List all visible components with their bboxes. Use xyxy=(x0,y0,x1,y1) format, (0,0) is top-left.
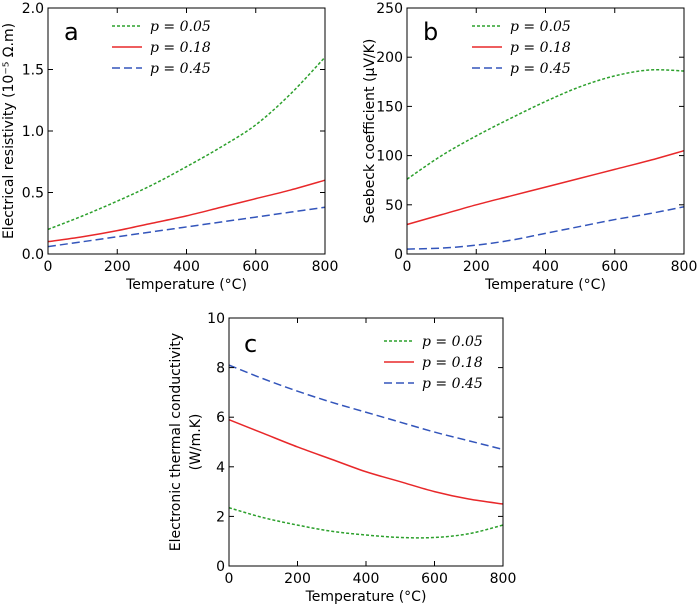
panel-letter: c xyxy=(244,330,257,358)
x-tick-label: 0 xyxy=(403,259,412,275)
x-tick-label: 800 xyxy=(671,259,698,275)
legend-label: p = 0.05 xyxy=(510,19,571,35)
panel-c: 0 200 400 600 800 0 2 4 6 8 10 Temperature (°C) Elec… xyxy=(168,311,516,605)
y-tick-label: 1.0 xyxy=(22,124,44,140)
legend-label: p = 0.45 xyxy=(150,61,211,77)
y-tick-label: 8 xyxy=(216,361,225,377)
series-line-c-0 xyxy=(228,506,504,539)
series-line-a-0 xyxy=(47,56,326,231)
y-axis-label: Electrical resistivity (10⁻⁵ Ω.m) xyxy=(1,23,17,239)
y-tick-label: 6 xyxy=(216,410,225,426)
x-tick-label: 800 xyxy=(490,571,517,587)
y-axis-unit-label: (W/m.K) xyxy=(188,414,204,471)
y-tick-label: 200 xyxy=(376,50,403,66)
y-tick-label: 10 xyxy=(207,311,225,327)
x-tick-label: 400 xyxy=(532,259,559,275)
y-tick-label: 0.0 xyxy=(22,247,44,263)
y-tick-label: 50 xyxy=(385,198,403,214)
x-axis-label: Temperature (°C) xyxy=(305,589,427,605)
legend-label: p = 0.05 xyxy=(150,19,211,35)
x-tick-label: 0 xyxy=(44,259,53,275)
legend-a: p = 0.05 p = 0.18 p = 0.45 xyxy=(112,19,211,77)
series-line-a-2 xyxy=(47,206,326,248)
x-tick-label: 800 xyxy=(312,259,339,275)
y-tick-label: 0.5 xyxy=(22,186,44,202)
legend-label: p = 0.18 xyxy=(422,355,483,371)
x-axis-label: Temperature (°C) xyxy=(125,277,247,293)
y-axis-label: Seebeck coefficient (μV/K) xyxy=(362,39,378,224)
panel-letter: b xyxy=(423,18,438,46)
legend-label: p = 0.18 xyxy=(510,40,571,56)
legend-label: p = 0.18 xyxy=(150,40,211,56)
x-tick-label: 200 xyxy=(284,571,311,587)
legend-label: p = 0.05 xyxy=(422,334,483,350)
y-axis-label: Electronic thermal conductivity xyxy=(168,333,184,551)
x-tick-label: 0 xyxy=(225,571,234,587)
y-tick-label: 2.0 xyxy=(22,1,44,17)
x-tick-label: 400 xyxy=(173,259,200,275)
x-tick-label: 400 xyxy=(353,571,380,587)
y-tick-label: 1.5 xyxy=(22,63,44,79)
x-tick-label: 600 xyxy=(242,259,269,275)
legend-label: p = 0.45 xyxy=(422,376,483,392)
legend-c: p = 0.05 p = 0.18 p = 0.45 xyxy=(384,334,483,392)
y-tick-label: 0 xyxy=(216,559,225,575)
x-tick-label: 600 xyxy=(421,571,448,587)
legend-b: p = 0.05 p = 0.18 p = 0.45 xyxy=(472,19,571,77)
series-line-b-2 xyxy=(406,206,685,250)
series-line-c-2 xyxy=(228,364,504,451)
x-tick-label: 200 xyxy=(463,259,490,275)
y-tick-label: 150 xyxy=(376,99,403,115)
x-tick-label: 600 xyxy=(601,259,628,275)
y-tick-label: 4 xyxy=(216,460,225,476)
panel-b: 0 200 400 600 800 0 50 100 150 200 250 Temperature … xyxy=(362,1,697,293)
series-line-a-1 xyxy=(47,179,326,243)
panel-letter: a xyxy=(64,18,79,46)
x-tick-label: 200 xyxy=(104,259,131,275)
y-tick-label: 100 xyxy=(376,149,403,165)
x-axis-label: Temperature (°C) xyxy=(484,277,606,293)
legend-label: p = 0.45 xyxy=(510,61,571,77)
series-line-b-1 xyxy=(406,149,685,226)
y-tick-label: 250 xyxy=(376,1,403,17)
series-line-c-1 xyxy=(228,418,504,505)
y-tick-label: 2 xyxy=(216,509,225,525)
panel-a: 0 200 400 600 800 0.0 0.5 1.0 1.5 2.0 Temperature … xyxy=(1,1,338,293)
y-tick-label: 0 xyxy=(394,247,403,263)
